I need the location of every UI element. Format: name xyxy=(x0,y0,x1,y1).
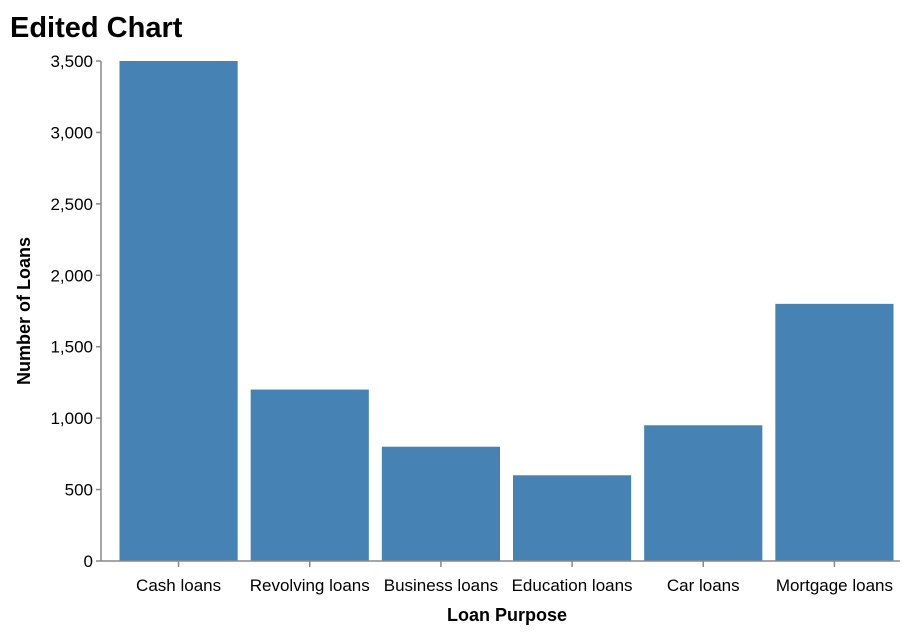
x-tick-label: Mortgage loans xyxy=(776,576,893,595)
x-axis-title: Loan Purpose xyxy=(447,605,567,625)
x-tick-label: Revolving loans xyxy=(250,576,370,595)
bar-mortgage-loans xyxy=(775,303,894,561)
bars-group xyxy=(119,61,894,561)
bar-revolving-loans xyxy=(250,389,369,561)
x-tick-label: Business loans xyxy=(384,576,498,595)
y-tick-label: 1,000 xyxy=(50,409,93,428)
chart-title: Edited Chart xyxy=(10,12,183,44)
x-tick-label: Cash loans xyxy=(136,576,221,595)
bar-car-loans xyxy=(644,425,763,561)
bar-cash-loans xyxy=(119,61,238,561)
y-tick-label: 2,500 xyxy=(50,195,93,214)
y-tick-label: 0 xyxy=(84,552,93,571)
bar-business-loans xyxy=(381,446,500,561)
y-tick-label: 1,500 xyxy=(50,338,93,357)
y-axis: 0 500 1,000 1,500 2,000 2,500 3,000 3,500 xyxy=(50,52,102,571)
x-axis: Cash loans Revolving loans Business loans E… xyxy=(101,560,900,595)
x-tick-label: Education loans xyxy=(512,576,633,595)
bar-education-loans xyxy=(513,475,632,561)
x-tick-label: Car loans xyxy=(667,576,740,595)
y-tick-label: 500 xyxy=(65,481,93,500)
y-tick-label: 2,000 xyxy=(50,266,93,285)
y-tick-label: 3,500 xyxy=(50,52,93,71)
y-tick-label: 3,000 xyxy=(50,123,93,142)
y-axis-title: Number of Loans xyxy=(14,237,34,385)
